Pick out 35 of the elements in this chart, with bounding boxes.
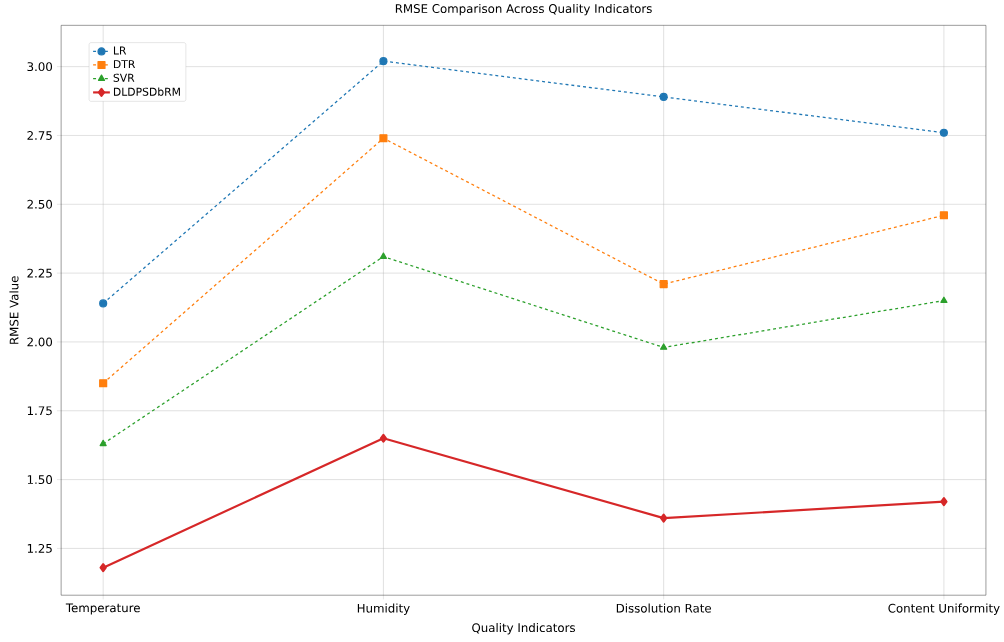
point <box>939 211 948 220</box>
point <box>379 134 388 143</box>
legend-label: LR <box>113 46 127 55</box>
x-tick-label: Dissolution Rate <box>616 603 712 613</box>
point <box>99 439 107 447</box>
y-tick-label: 2.00 <box>27 337 53 347</box>
x-axis-title: Quality Indicators <box>472 623 576 635</box>
y-tick-label: 1.75 <box>27 406 52 416</box>
point <box>659 280 668 289</box>
y-tick-label: 1.50 <box>27 475 53 485</box>
x-tick-label: Temperature <box>65 603 140 615</box>
legend-label: DLDPSDbRM <box>113 87 180 97</box>
point <box>940 497 948 507</box>
point <box>379 252 388 260</box>
point <box>99 563 107 573</box>
point <box>939 128 948 137</box>
point <box>99 299 108 308</box>
x-tick-label: Humidity <box>357 603 410 616</box>
point <box>660 513 668 523</box>
y-tick-label: 3.00 <box>27 62 53 72</box>
point <box>660 343 668 351</box>
y-tick-label: 1.25 <box>27 544 52 554</box>
point <box>379 57 388 66</box>
y-tick-label: 2.25 <box>27 268 52 278</box>
x-tick-label: Content Uniformity <box>888 603 1000 616</box>
legend-label: DTR <box>113 60 136 69</box>
y-axis-title: RMSE Value <box>9 276 19 345</box>
point <box>99 379 108 388</box>
point <box>940 296 948 304</box>
y-tick-label: 2.50 <box>27 200 53 209</box>
point <box>659 93 668 102</box>
y-tick-label: 2.75 <box>27 131 52 141</box>
chart-title: RMSE Comparison Across Quality Indicators <box>395 4 652 16</box>
point <box>379 433 388 444</box>
legend-label: SVR <box>113 73 135 83</box>
